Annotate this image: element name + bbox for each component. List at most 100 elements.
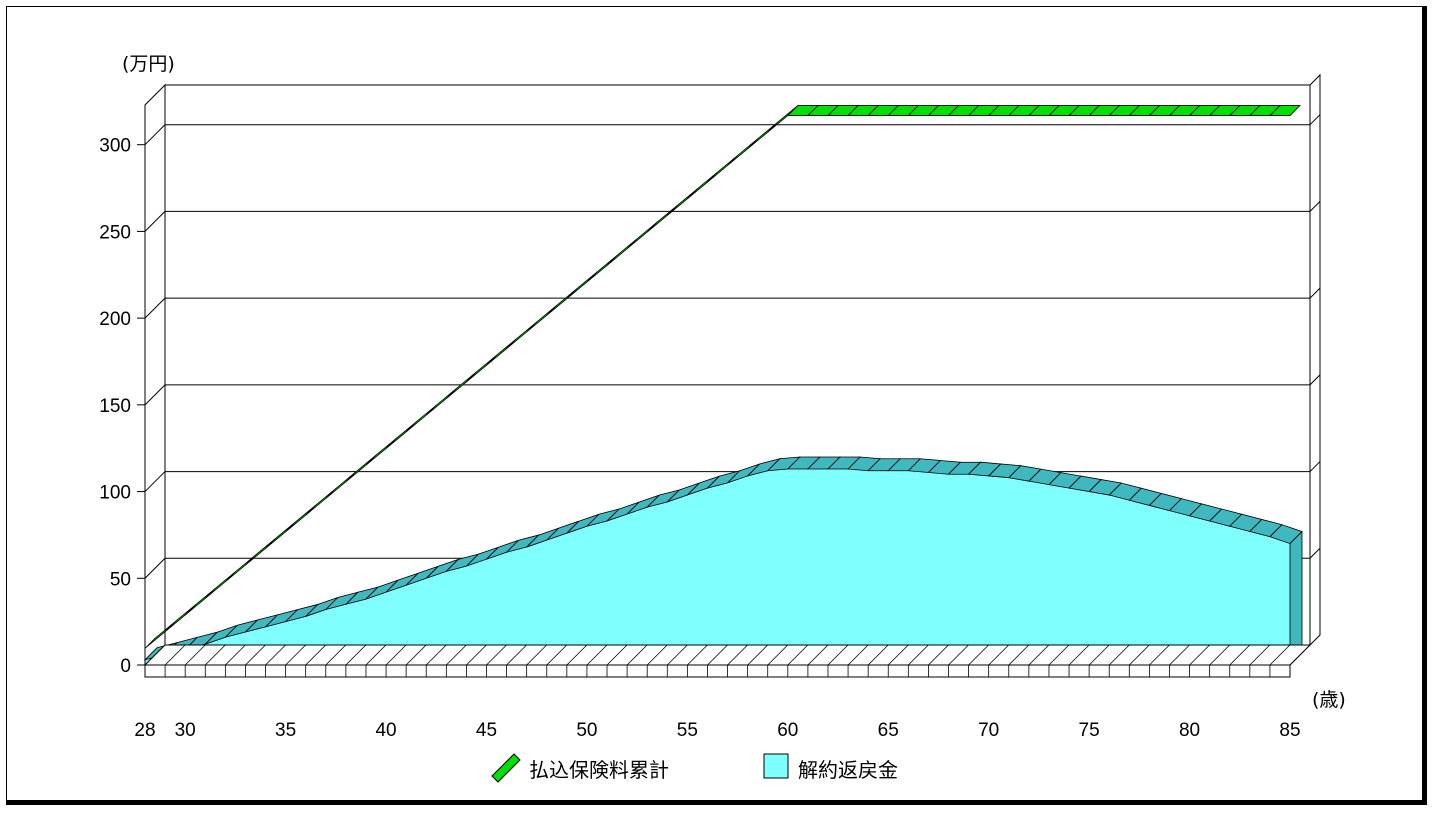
y-tick-label: 50 [110,569,131,590]
surrender-value-area [143,456,1303,666]
floor-depth [1209,644,1230,666]
gridline-right [1309,374,1321,386]
floor-depth [566,644,588,666]
floor-depth [486,644,507,666]
y-tick-label: 300 [99,136,131,157]
floor-depth [1229,644,1251,666]
floor-depth [204,644,226,666]
floor-depth [365,644,387,666]
chart-floor [143,644,1312,678]
floor-depth [1088,644,1110,666]
x-tick-label: 75 [1079,720,1100,741]
floor-depth [867,644,889,666]
floor-depth [265,644,286,666]
gridline-side [144,557,166,579]
y-tick-label: 0 [120,656,131,677]
floor-depth [787,644,809,666]
legend: 払込保険料累計 解約返戻金 [491,753,898,783]
surrender-area-face [145,469,1290,665]
floor-depth [727,644,748,666]
gridline-right [1309,461,1321,472]
floor-depth [1108,644,1130,666]
floor-depth [968,644,989,666]
floor-depth [164,644,186,666]
x-tick-label: 28 [134,720,155,741]
x-tick-label: 55 [677,720,698,741]
floor-depth [747,644,768,666]
gridline-side [144,384,166,406]
legend-swatch-premium [491,753,521,783]
y-tick-label: 250 [99,222,131,243]
floor-depth [586,644,608,666]
premium-segment [1268,105,1301,116]
x-tick-label: 60 [777,720,798,741]
floor-depth [666,644,688,666]
gridline-side [144,297,166,319]
floor-depth [707,644,728,666]
gridline-side [144,471,166,492]
floor-depth [1008,644,1030,666]
x-tick-label: 30 [175,720,196,741]
floor-depth [1149,644,1170,666]
gridline-right [1309,201,1321,212]
floor-depth [546,644,568,666]
x-tick-label: 70 [978,720,999,741]
x-tick-label: 65 [878,720,899,741]
y-tick-label: 200 [99,309,131,330]
floor-depth [526,644,547,666]
right-wall [1309,73,1321,647]
floor-depth [908,644,929,666]
floor-depth [285,644,306,666]
premium-total-series [144,105,1301,649]
floor-depth [405,644,427,666]
gridline-side [144,211,166,232]
floor-depth [245,644,266,666]
y-axis-ticks: 0 50 100 150 200 250 300 [99,105,146,677]
floor-depth [827,644,849,666]
legend-item-premium: 払込保険料累計 [491,753,669,783]
floor-depth [225,644,246,666]
floor-depth [305,644,326,666]
floor-depth [144,644,166,666]
floor-depth [807,644,829,666]
gridline-right [1309,547,1321,559]
gridline-right [1309,287,1321,299]
floor-depth [646,644,668,666]
floor-depth [988,644,1009,666]
x-axis-unit: (歳) [1312,689,1346,711]
floor-depth [506,644,527,666]
floor-front [144,664,1291,678]
floor-depth [184,644,206,666]
floor-depth [948,644,969,666]
x-axis-ticks: 28 30 35 40 45 50 55 60 65 70 75 80 85 [134,720,1300,741]
legend-label-premium: 払込保険料累計 [529,758,669,782]
left-wall [144,83,166,667]
floor-depth [1189,644,1210,666]
floor-depth [1129,644,1150,666]
floor-depth [687,644,708,666]
floor-depth [325,644,347,666]
floor-depth [1028,644,1050,666]
x-tick-label: 80 [1179,720,1200,741]
floor-depth [385,644,407,666]
x-tick-label: 50 [576,720,597,741]
x-tick-label: 45 [476,720,497,741]
x-tick-label: 85 [1279,720,1300,741]
floor-depth [345,644,367,666]
floor-depth [767,644,789,666]
floor-depth [1249,644,1271,666]
legend-swatch-surrender [763,753,789,779]
floor-depth [425,644,447,666]
x-tick-label: 40 [375,720,396,741]
legend-label-surrender: 解約返戻金 [798,758,898,782]
y-tick-label: 100 [99,483,131,504]
floor-depth [1048,644,1070,666]
floor-depth [1169,644,1190,666]
floor-depth [1068,644,1090,666]
gridline-side [144,124,166,146]
x-tick-label: 35 [275,720,296,741]
floor-depth [466,644,487,666]
floor-depth [1269,644,1291,666]
gridline-right [1309,114,1321,126]
